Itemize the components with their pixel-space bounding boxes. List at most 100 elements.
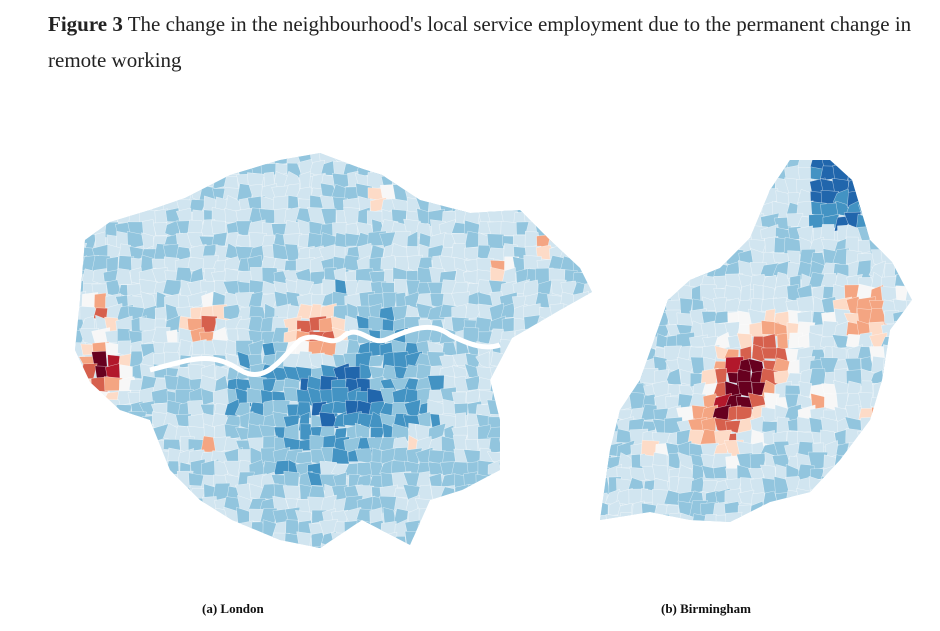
- neighbourhood-area: [464, 498, 480, 513]
- neighbourhood-area: [905, 393, 912, 410]
- neighbourhood-area: [499, 436, 518, 456]
- neighbourhood-area: [904, 176, 912, 194]
- neighbourhood-area: [856, 477, 875, 496]
- neighbourhood-area: [600, 200, 609, 215]
- neighbourhood-area: [615, 332, 635, 352]
- neighbourhood-area: [347, 531, 363, 548]
- neighbourhood-area: [548, 440, 567, 451]
- neighbourhood-area: [203, 510, 219, 523]
- neighbourhood-area: [92, 543, 109, 548]
- neighbourhood-area: [872, 214, 888, 232]
- neighbourhood-area: [538, 532, 556, 548]
- neighbourhood-area: [92, 208, 111, 227]
- neighbourhood-area: [628, 271, 646, 292]
- neighbourhood-area: [535, 544, 551, 548]
- neighbourhood-area: [490, 196, 507, 212]
- neighbourhood-area: [141, 484, 157, 501]
- neighbourhood-area: [607, 214, 623, 232]
- neighbourhood-area: [869, 201, 889, 217]
- neighbourhood-area: [199, 533, 216, 548]
- neighbourhood-area: [427, 173, 444, 186]
- neighbourhood-area: [79, 434, 97, 454]
- neighbourhood-area: [628, 331, 645, 351]
- neighbourhood-area: [115, 153, 135, 167]
- neighbourhood-area: [153, 222, 168, 236]
- neighbourhood-area: [537, 399, 551, 419]
- neighbourhood-area: [596, 341, 615, 359]
- neighbourhood-area: [500, 545, 518, 548]
- neighbourhood-area: [583, 365, 592, 383]
- neighbourhood-area: [153, 473, 170, 489]
- neighbourhood-area: [894, 396, 910, 409]
- neighbourhood-area: [663, 229, 684, 241]
- neighbourhood-area: [477, 485, 495, 501]
- neighbourhood-area: [439, 171, 458, 191]
- neighbourhood-area: [690, 178, 706, 196]
- neighbourhood-area: [75, 212, 82, 226]
- neighbourhood-area: [202, 159, 216, 178]
- neighbourhood-area: [75, 507, 86, 526]
- neighbourhood-area: [736, 160, 755, 170]
- neighbourhood-area: [128, 498, 147, 515]
- neighbourhood-area: [600, 356, 612, 376]
- neighbourhood-area: [547, 532, 563, 548]
- neighbourhood-area: [631, 320, 648, 338]
- neighbourhood-area: [271, 547, 291, 548]
- neighbourhood-area: [821, 476, 841, 493]
- neighbourhood-area: [79, 531, 99, 548]
- neighbourhood-area: [616, 346, 634, 364]
- neighbourhood-area: [906, 249, 912, 266]
- neighbourhood-area: [868, 160, 887, 172]
- neighbourhood-area: [104, 425, 119, 441]
- neighbourhood-area: [724, 166, 741, 184]
- neighbourhood-area: [379, 153, 397, 165]
- neighbourhood-area: [726, 178, 745, 196]
- neighbourhood-area: [417, 153, 433, 165]
- neighbourhood-area: [380, 531, 398, 548]
- neighbourhood-area: [540, 209, 555, 225]
- neighbourhood-area: [478, 153, 495, 166]
- neighbourhood-area: [847, 442, 863, 461]
- neighbourhood-area: [572, 437, 590, 454]
- neighbourhood-area: [785, 512, 804, 522]
- neighbourhood-area: [655, 264, 673, 279]
- neighbourhood-area: [524, 435, 541, 451]
- neighbourhood-area: [187, 290, 207, 309]
- neighbourhood-area: [607, 236, 621, 254]
- neighbourhood-area: [681, 203, 696, 219]
- neighbourhood-area: [535, 459, 556, 476]
- neighbourhood-area: [452, 546, 469, 548]
- neighbourhood-area: [600, 346, 610, 363]
- neighbourhood-area: [678, 236, 697, 256]
- caption-birmingham: (b) Birmingham: [661, 601, 751, 616]
- neighbourhood-area: [571, 316, 592, 331]
- neighbourhood-area: [712, 160, 732, 170]
- neighbourhood-area: [597, 327, 615, 344]
- neighbourhood-area: [892, 163, 908, 184]
- neighbourhood-area: [499, 531, 518, 548]
- neighbourhood-area: [871, 493, 888, 505]
- neighbourhood-area: [586, 401, 592, 420]
- neighbourhood-area: [154, 184, 167, 203]
- neighbourhood-area: [443, 153, 459, 167]
- neighbourhood-area: [178, 161, 193, 178]
- neighbourhood-area: [499, 365, 518, 384]
- neighbourhood-area: [164, 483, 183, 501]
- neighbourhood-area: [586, 506, 592, 524]
- neighbourhood-area: [867, 416, 888, 436]
- neighbourhood-area: [546, 519, 564, 539]
- neighbourhood-area: [479, 184, 494, 203]
- neighbourhood-area: [844, 455, 863, 470]
- neighbourhood-area: [604, 320, 624, 340]
- neighbourhood-area: [904, 452, 912, 471]
- neighbourhood-area: [740, 190, 754, 205]
- neighbourhood-area: [80, 459, 96, 477]
- neighbourhood-area: [587, 294, 592, 310]
- neighbourhood-area: [619, 237, 634, 255]
- neighbourhood-area: [618, 164, 634, 183]
- neighbourhood-area: [392, 153, 409, 164]
- neighbourhood-area: [664, 188, 684, 204]
- neighbourhood-area: [200, 520, 216, 537]
- neighbourhood-area: [599, 259, 612, 275]
